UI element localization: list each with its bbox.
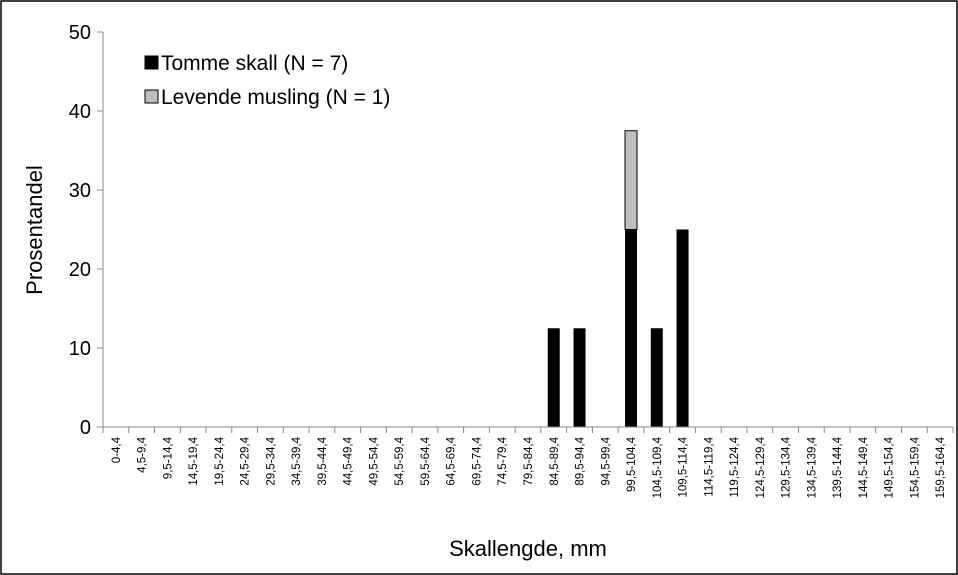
x-tick-label: 159,5-164,4 <box>935 436 947 498</box>
x-tick-label: 59,5-64,4 <box>420 436 432 485</box>
x-tick-label: 124,5-129,4 <box>755 436 767 498</box>
x-tick-label: 114,5-119,4 <box>703 436 715 496</box>
y-tick-label: 40 <box>69 101 91 123</box>
x-tick-label: 104,5-109,4 <box>652 436 664 498</box>
x-tick-label: 24,5-29,4 <box>240 436 252 485</box>
x-tick-label: 134,5-139,4 <box>806 436 818 498</box>
x-tick-label: 109,5-114,4 <box>678 436 690 497</box>
bar-segment <box>547 328 560 427</box>
y-tick-label: 30 <box>69 180 91 202</box>
legend-label: Levende musling (N = 1) <box>161 86 390 109</box>
bar-segment <box>624 130 638 230</box>
x-tick-label: 34,5-39,4 <box>291 436 303 485</box>
y-tick-label: 20 <box>69 259 91 281</box>
x-tick-label: 29,5-34,4 <box>265 436 277 485</box>
y-tick-label: 0 <box>80 417 91 439</box>
x-tick-label: 39,5-44,4 <box>317 436 329 485</box>
x-tick-label: 94,5-99,4 <box>600 436 612 485</box>
legend-swatch <box>144 55 159 70</box>
x-tick-label: 64,5-69,4 <box>446 436 458 485</box>
legend-swatch <box>144 89 159 104</box>
x-tick-label: 84,5-89,4 <box>549 436 561 485</box>
x-tick-label: 69,5-74,4 <box>471 436 483 485</box>
bar-segment <box>650 328 663 427</box>
legend-label: Tomme skall (N = 7) <box>161 52 348 75</box>
x-tick-label: 14,5-19,4 <box>188 436 200 485</box>
x-tick-label: 54,5-59,4 <box>394 436 406 485</box>
x-axis-title: Skallengde, mm <box>449 536 607 561</box>
x-tick-label: 119,5-124,4 <box>729 436 741 497</box>
x-tick-label: 89,5-94,4 <box>575 436 587 485</box>
x-tick-label: 9,5-14,4 <box>162 436 174 479</box>
x-tick-label: 74,5-79,4 <box>497 436 509 485</box>
x-tick-label: 99,5-104,4 <box>626 436 638 492</box>
x-tick-label: 49,5-54,4 <box>368 436 380 485</box>
x-tick-label: 79,5-84,4 <box>523 436 535 485</box>
x-tick-label: 144,5-149,4 <box>858 436 870 498</box>
x-tick-label: 129,5-134,4 <box>781 436 793 498</box>
x-tick-label: 149,5-154,4 <box>884 436 896 498</box>
y-tick-label: 10 <box>69 338 91 360</box>
x-tick-label: 139,5-144,4 <box>832 436 844 498</box>
y-tick-label: 50 <box>69 22 91 44</box>
bar-segment <box>625 229 638 427</box>
y-axis-title: Prosentandel <box>22 165 47 295</box>
x-tick-label: 154,5-159,4 <box>909 436 921 498</box>
x-tick-label: 44,5-49,4 <box>343 436 355 485</box>
bar-segment <box>573 328 586 427</box>
x-tick-label: 19,5-24,4 <box>214 436 226 485</box>
bar-segment <box>676 229 689 427</box>
x-tick-label: 4,5-9,4 <box>137 436 149 472</box>
x-tick-label: 0-4,4 <box>111 436 123 463</box>
